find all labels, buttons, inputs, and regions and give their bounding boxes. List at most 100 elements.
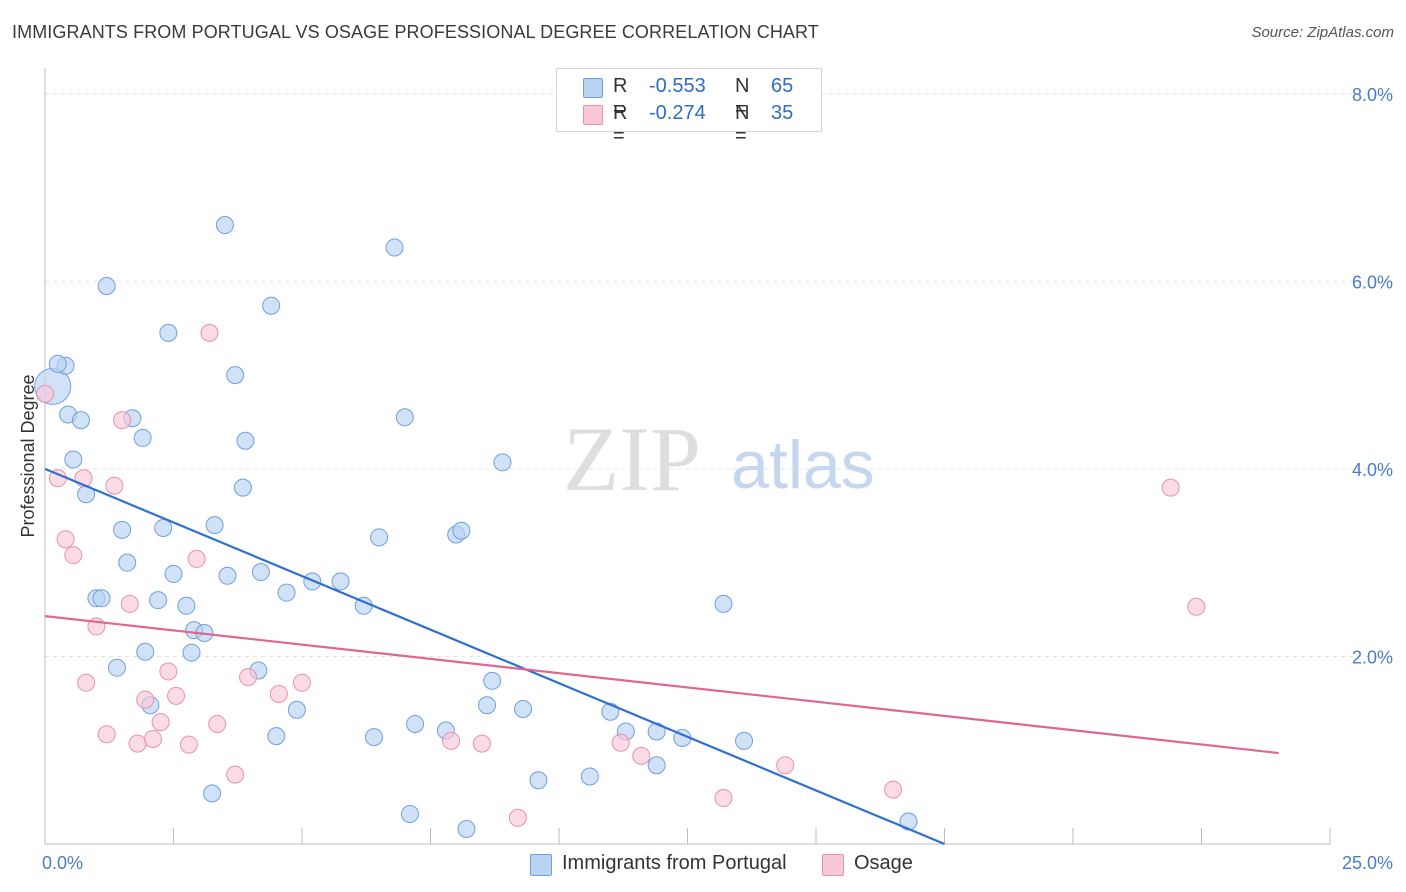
tick-labels: 2.0% 4.0% 6.0% 8.0% 0.0% 25.0% xyxy=(42,85,1393,873)
point-portugal xyxy=(48,354,67,373)
point-portugal xyxy=(478,696,497,715)
watermark-atlas: atlas xyxy=(731,427,875,503)
point-portugal xyxy=(203,784,222,803)
trend-line-osage xyxy=(44,615,1279,755)
point-osage xyxy=(97,725,116,744)
point-osage xyxy=(293,673,311,692)
series-swatch-osage xyxy=(822,854,844,876)
point-portugal xyxy=(205,516,224,535)
point-portugal xyxy=(529,771,548,790)
point-portugal xyxy=(493,453,512,472)
legend-r-value: -0.553 xyxy=(649,75,706,97)
point-osage xyxy=(776,756,795,775)
point-osage xyxy=(77,673,96,692)
series-name-portugal: Immigrants from Portugal xyxy=(562,852,787,874)
point-portugal xyxy=(735,731,754,750)
point-portugal xyxy=(277,583,296,602)
point-portugal xyxy=(514,699,533,718)
x-tick-label-max: 25.0% xyxy=(1342,853,1393,873)
point-portugal xyxy=(71,411,90,430)
trend-lines xyxy=(44,467,1279,846)
point-osage xyxy=(151,713,170,732)
point-osage xyxy=(179,735,198,754)
point-osage xyxy=(105,476,124,495)
point-portugal xyxy=(287,700,306,719)
point-osage xyxy=(714,789,733,808)
point-portugal xyxy=(457,819,476,838)
point-portugal xyxy=(580,767,599,786)
point-osage xyxy=(120,594,139,613)
legend-n-value: 65 xyxy=(771,75,794,97)
point-portugal xyxy=(364,728,383,747)
data-points xyxy=(34,216,1206,838)
legend-n-label: N = xyxy=(735,75,750,120)
point-osage xyxy=(611,733,630,752)
point-portugal xyxy=(107,658,126,677)
point-portugal xyxy=(64,450,83,469)
point-portugal xyxy=(215,216,234,235)
axes xyxy=(44,68,1331,845)
watermark: ZIP atlas xyxy=(563,408,875,510)
point-osage xyxy=(508,808,527,827)
series-swatch-portugal xyxy=(530,854,552,876)
point-portugal xyxy=(395,408,414,427)
point-osage xyxy=(159,662,178,681)
legend-r-value: -0.274 xyxy=(649,102,706,124)
point-portugal xyxy=(97,277,116,296)
point-portugal xyxy=(159,323,178,342)
point-portugal xyxy=(331,572,350,591)
y-tick-label: 8.0% xyxy=(1352,85,1393,105)
point-osage xyxy=(200,323,219,342)
point-portugal xyxy=(149,591,168,610)
y-tick-label: 6.0% xyxy=(1352,272,1393,292)
point-portugal xyxy=(218,566,237,585)
point-osage xyxy=(208,714,227,733)
point-portugal xyxy=(400,804,419,823)
point-portugal xyxy=(136,642,155,661)
point-osage xyxy=(36,384,54,403)
point-portugal xyxy=(133,428,152,447)
point-portugal xyxy=(385,238,404,257)
point-portugal xyxy=(483,671,502,690)
source-label: Source: ZipAtlas.com xyxy=(1251,24,1394,41)
correlation-legend: R = -0.553 N = 65 R = -0.274 N = 35 xyxy=(556,68,822,147)
point-osage xyxy=(632,746,651,765)
point-osage xyxy=(1187,597,1206,616)
point-portugal xyxy=(452,521,471,540)
point-osage xyxy=(226,765,245,784)
point-portugal xyxy=(236,431,255,450)
point-osage xyxy=(884,780,903,799)
point-osage xyxy=(64,546,83,565)
point-portugal xyxy=(262,296,281,315)
point-portugal xyxy=(647,756,666,775)
watermark-zip: ZIP xyxy=(563,408,701,510)
point-portugal xyxy=(370,528,389,547)
y-axis-title: Professional Degree xyxy=(18,374,38,537)
point-portugal xyxy=(113,520,132,539)
point-portugal xyxy=(233,478,252,497)
point-osage xyxy=(239,668,258,687)
point-osage xyxy=(128,734,147,753)
legend-n-label: N = xyxy=(735,102,750,147)
point-osage xyxy=(56,530,75,549)
legend-n-value: 35 xyxy=(771,102,794,124)
point-portugal xyxy=(182,643,201,662)
point-osage xyxy=(1161,478,1180,497)
grid xyxy=(45,93,1392,657)
point-portugal xyxy=(714,594,733,613)
point-portugal xyxy=(164,564,183,583)
point-portugal xyxy=(267,727,286,746)
point-osage xyxy=(442,731,461,750)
point-portugal xyxy=(92,589,111,608)
point-portugal xyxy=(226,366,245,385)
y-tick-label: 4.0% xyxy=(1352,460,1393,480)
point-portugal xyxy=(154,518,173,537)
point-osage xyxy=(187,549,206,568)
legend-swatch-portugal xyxy=(583,78,603,98)
legend-swatch-osage xyxy=(583,105,603,125)
point-osage xyxy=(472,734,491,753)
legend-r-label: R = xyxy=(613,75,628,120)
point-osage xyxy=(136,690,155,709)
chart-title: IMMIGRANTS FROM PORTUGAL VS OSAGE PROFES… xyxy=(12,22,819,42)
